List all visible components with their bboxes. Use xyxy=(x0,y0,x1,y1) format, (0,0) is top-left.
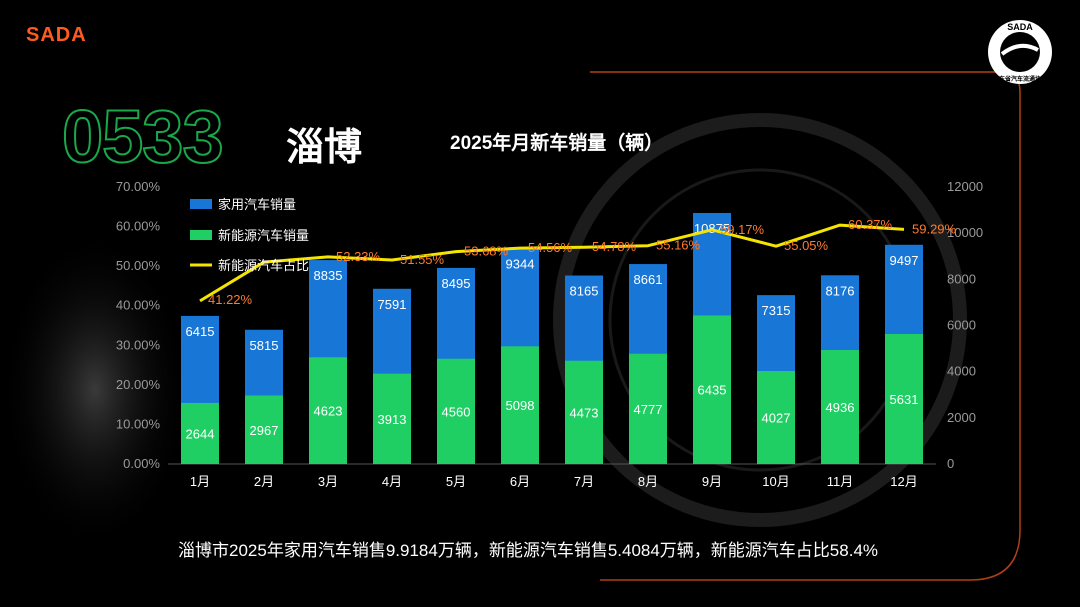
city-name: 淄博 xyxy=(286,127,363,169)
ratio-value-label: 53.68% xyxy=(464,244,509,259)
seal-ring-text: 山东省汽车流通协会 xyxy=(993,75,1048,83)
ratio-value-label: 52.33% xyxy=(336,249,381,264)
family-value-label: 7591 xyxy=(378,297,407,312)
legend-label: 新能源汽车销量 xyxy=(218,228,309,243)
x-tick-label: 5月 xyxy=(446,474,466,489)
x-tick-label: 4月 xyxy=(382,474,402,489)
family-value-label: 7315 xyxy=(762,303,791,318)
legend-swatch xyxy=(190,230,212,240)
legend-swatch xyxy=(190,199,212,209)
nev-bar xyxy=(309,357,347,464)
left-axis-tick: 30.00% xyxy=(116,337,161,352)
nev-bar xyxy=(629,353,667,464)
nev-bar xyxy=(245,395,283,464)
right-axis-tick: 2000 xyxy=(947,410,976,425)
nev-value-label: 3913 xyxy=(378,412,407,427)
family-value-label: 8661 xyxy=(634,272,663,287)
x-tick-label: 1月 xyxy=(190,474,210,489)
x-tick-label: 3月 xyxy=(318,474,338,489)
nev-value-label: 4560 xyxy=(442,404,471,419)
nev-bar xyxy=(885,334,923,464)
nev-value-label: 6435 xyxy=(698,383,727,398)
ratio-value-label: 51.55% xyxy=(400,252,445,267)
ratio-value-label: 59.29% xyxy=(912,221,957,236)
nev-value-label: 4623 xyxy=(314,404,343,419)
nev-bar xyxy=(565,360,603,464)
nev-bar xyxy=(181,402,219,464)
x-tick-label: 10月 xyxy=(762,474,789,489)
seal-inner xyxy=(1000,32,1040,72)
city-code: 0533 xyxy=(61,95,225,178)
left-axis-tick: 40.00% xyxy=(116,298,161,313)
right-axis-tick: 8000 xyxy=(947,271,976,286)
legend-label: 新能源汽车占比 xyxy=(218,258,309,273)
nev-value-label: 2644 xyxy=(186,426,215,441)
watermark-seal xyxy=(553,113,967,527)
car-silhouette xyxy=(0,230,190,550)
nev-value-label: 2967 xyxy=(250,423,279,438)
x-tick-label: 9月 xyxy=(702,474,722,489)
left-axis-tick: 50.00% xyxy=(116,258,161,273)
nev-value-label: 5098 xyxy=(506,398,535,413)
brand-logo-text: SADA xyxy=(26,24,87,46)
nev-bar xyxy=(501,346,539,464)
ratio-value-label: 59.17% xyxy=(720,222,765,237)
seal-top-text: SADA xyxy=(1007,22,1033,32)
family-value-label: 8165 xyxy=(570,284,599,299)
ratio-value-label: 55.05% xyxy=(784,238,829,253)
legend-label: 家用汽车销量 xyxy=(218,197,296,212)
left-axis-tick: 70.00% xyxy=(116,179,161,194)
left-axis-tick: 0.00% xyxy=(123,456,160,471)
family-value-label: 5815 xyxy=(250,338,279,353)
x-tick-label: 6月 xyxy=(510,474,530,489)
family-value-label: 6415 xyxy=(186,324,215,339)
ratio-value-label: 55.16% xyxy=(656,238,701,253)
family-value-label: 9344 xyxy=(506,256,535,271)
right-axis-tick: 0 xyxy=(947,456,954,471)
nev-bar xyxy=(757,371,795,464)
family-value-label: 9497 xyxy=(890,253,919,268)
x-tick-label: 11月 xyxy=(827,474,854,489)
chart-title: 2025年月新车销量（辆） xyxy=(450,133,664,154)
seal-swoosh xyxy=(1000,43,1039,56)
nev-value-label: 4473 xyxy=(570,405,599,420)
right-axis-tick: 4000 xyxy=(947,364,976,379)
family-value-label: 8495 xyxy=(442,276,471,291)
ratio-value-label: 54.78% xyxy=(592,239,637,254)
x-tick-label: 7月 xyxy=(574,474,594,489)
right-axis-tick: 6000 xyxy=(947,318,976,333)
nev-value-label: 4936 xyxy=(826,400,855,415)
nev-bar xyxy=(693,315,731,464)
nev-value-label: 4777 xyxy=(634,402,663,417)
ratio-line xyxy=(199,223,905,303)
ratio-value-label: 54.56% xyxy=(528,240,573,255)
nev-value-label: 4027 xyxy=(762,411,791,426)
right-axis-tick: 10000 xyxy=(947,225,983,240)
summary-text: 淄博市2025年家用汽车销售9.9184万辆，新能源汽车销售5.4084万辆，新… xyxy=(178,541,879,560)
left-axis-tick: 20.00% xyxy=(116,377,161,392)
left-axis-tick: 10.00% xyxy=(116,416,161,431)
nev-value-label: 5631 xyxy=(890,392,919,407)
family-value-label: 8176 xyxy=(826,283,855,298)
x-tick-label: 12月 xyxy=(890,474,917,489)
ratio-value-label: 41.22% xyxy=(208,292,253,307)
nev-bar xyxy=(437,358,475,464)
x-tick-label: 2月 xyxy=(254,474,274,489)
nev-bar xyxy=(821,350,859,464)
ratio-value-label: 60.37% xyxy=(848,217,893,232)
family-value-label: 8835 xyxy=(314,268,343,283)
right-axis-tick: 12000 xyxy=(947,179,983,194)
nev-bar xyxy=(373,373,411,464)
left-axis-tick: 60.00% xyxy=(116,219,161,234)
sada-seal-logo: SADA 山东省汽车流通协会 xyxy=(988,20,1052,84)
x-tick-label: 8月 xyxy=(638,474,658,489)
